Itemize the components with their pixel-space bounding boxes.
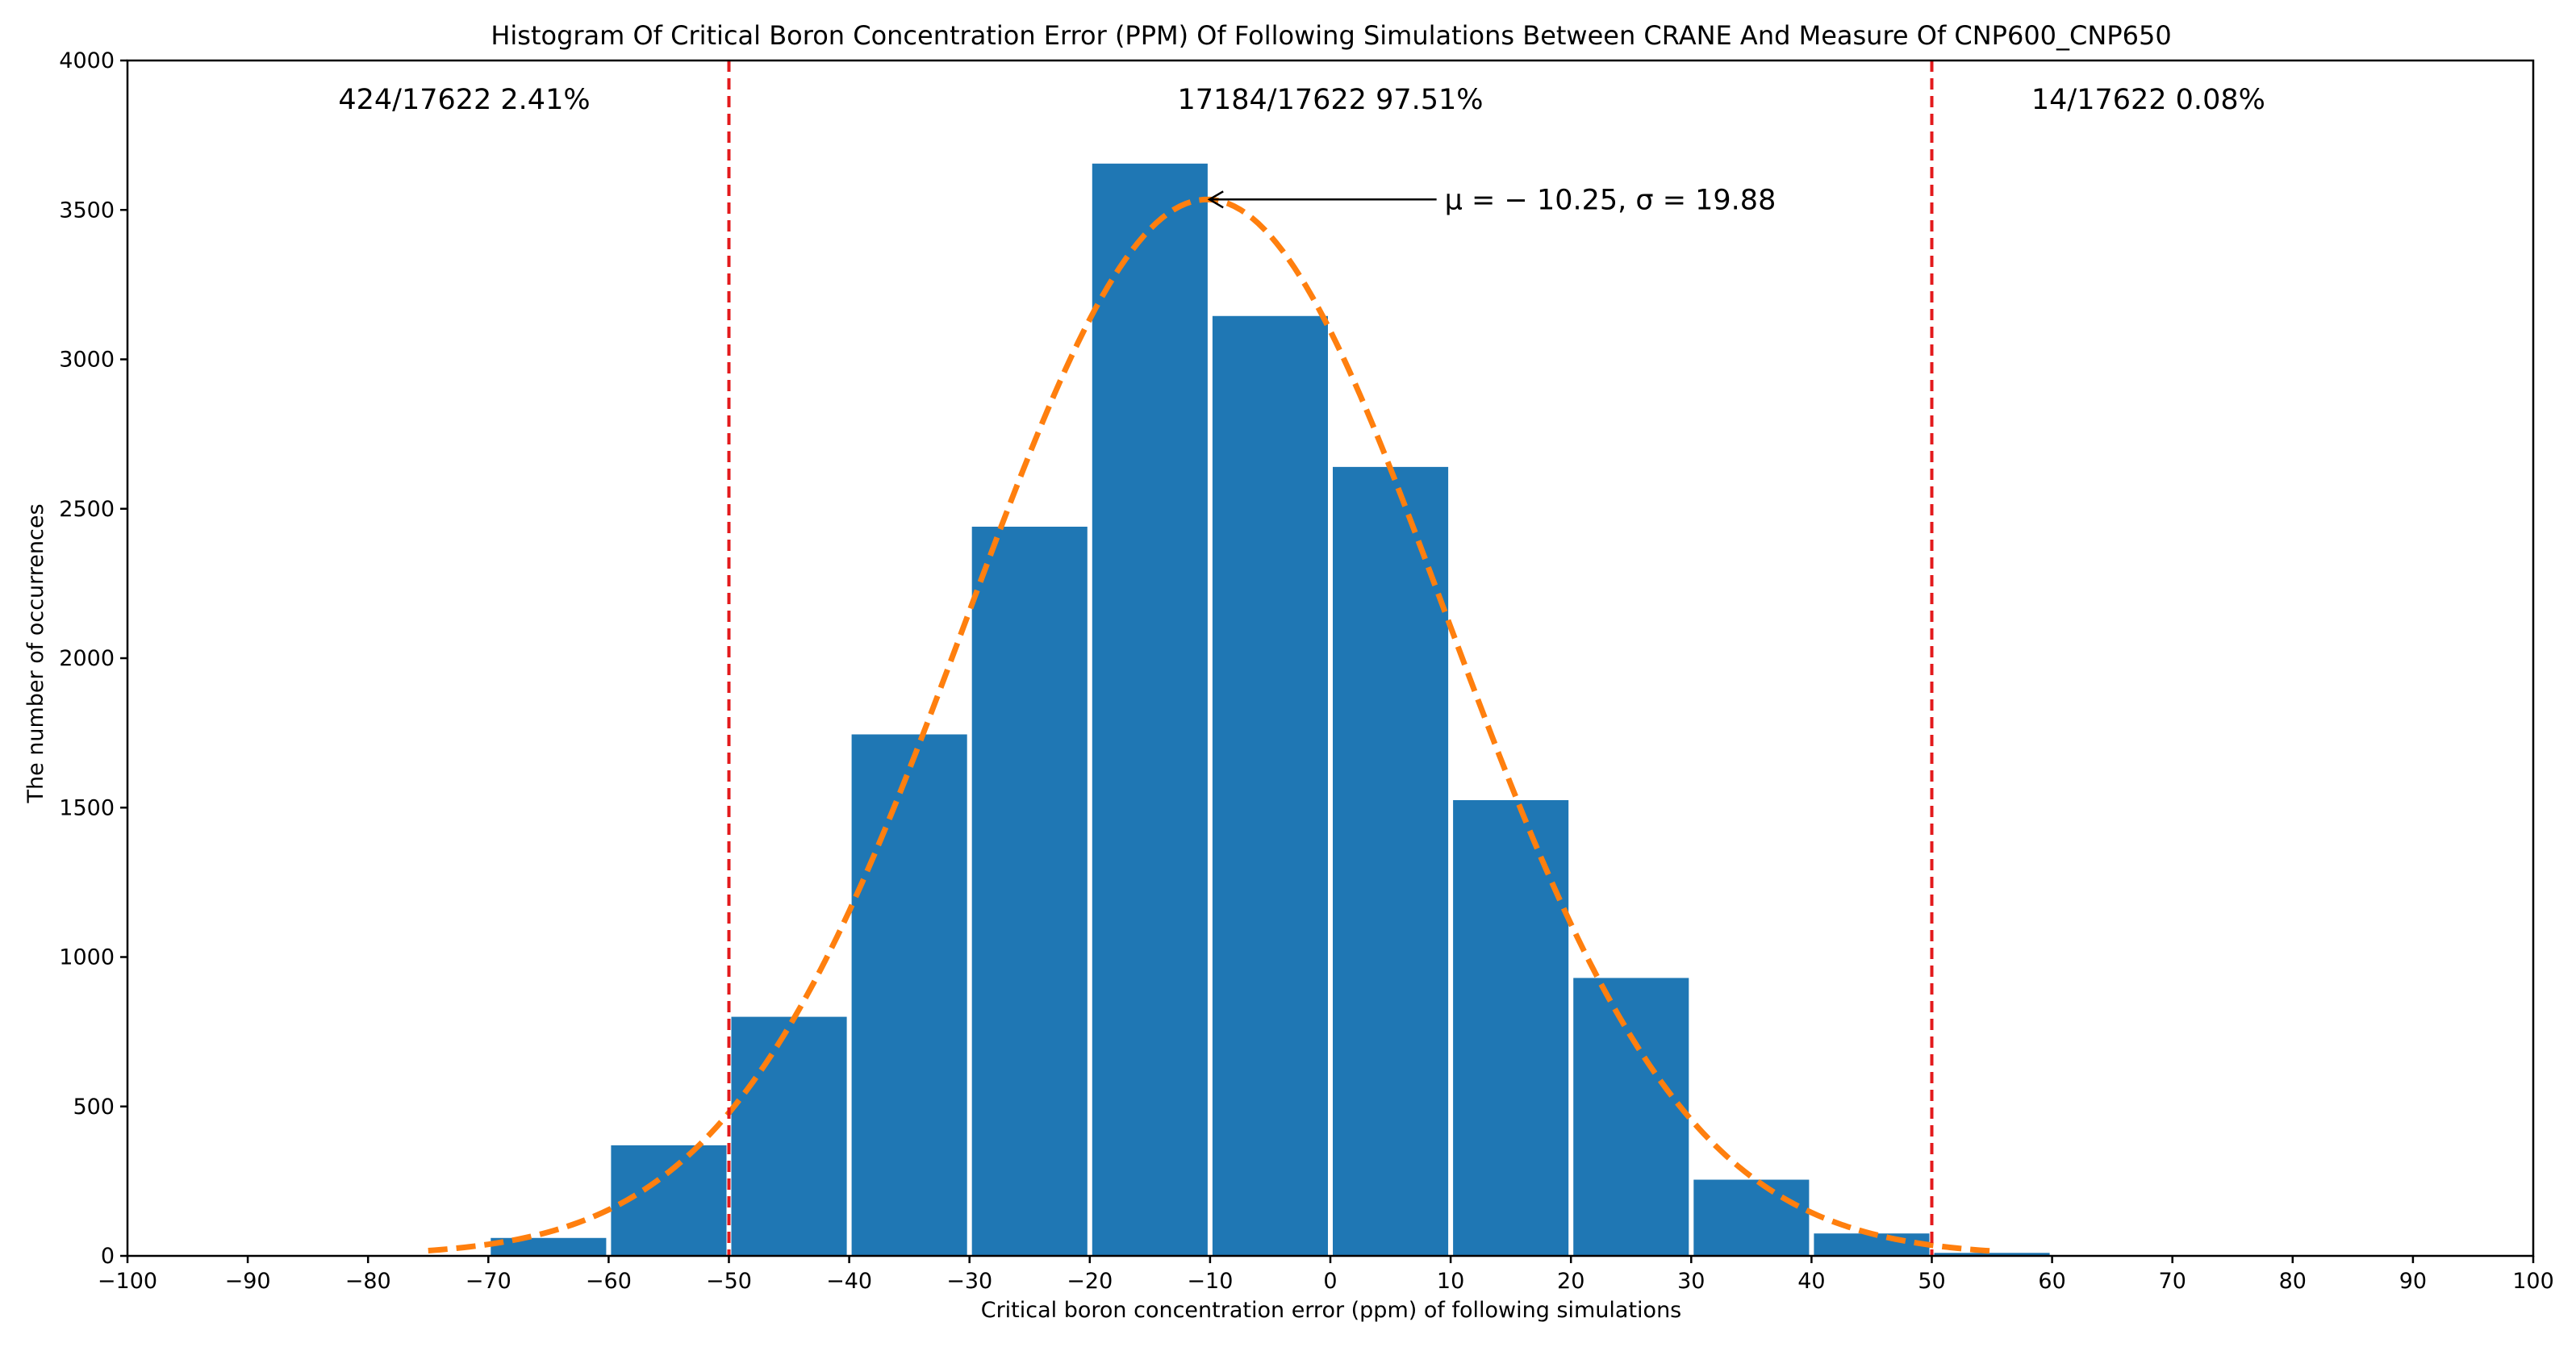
histogram-bars [491, 163, 2050, 1257]
y-axis-ticks: 0 500 1000 1500 2000 2500 3000 3500 4000 [59, 48, 127, 1269]
y-tick-label: 500 [73, 1095, 115, 1120]
histogram-bar [491, 1237, 607, 1256]
histogram-bar [731, 1016, 847, 1256]
x-axis-ticks: −100 −90 −80 −70 −60 −50 −40 −30 −20 −10 0 10 20 30 40… [98, 1256, 2554, 1294]
x-axis-label: Critical boron concentration error (ppm)… [981, 1298, 1682, 1323]
threshold-lines [727, 60, 1934, 1256]
x-tick-label: −70 [466, 1269, 511, 1294]
x-tick-label: −40 [826, 1269, 872, 1294]
x-tick-label: −10 [1187, 1269, 1233, 1294]
histogram-bar [1212, 315, 1328, 1257]
y-tick-label: 3000 [59, 348, 115, 373]
region-annotations: 424/17622 2.41% 17184/17622 97.51% 14/1762… [338, 84, 2265, 116]
x-tick-label: −20 [1067, 1269, 1113, 1294]
x-tick-label: 0 [1323, 1269, 1337, 1294]
x-tick-label: 70 [2159, 1269, 2186, 1294]
x-tick-label: −60 [586, 1269, 632, 1294]
x-tick-label: −90 [225, 1269, 271, 1294]
x-tick-label: −100 [98, 1269, 157, 1294]
histogram-bar [1333, 466, 1449, 1256]
x-tick-label: −50 [706, 1269, 752, 1294]
y-tick-label: 1500 [59, 795, 115, 820]
histogram-bar [1693, 1179, 1810, 1256]
x-tick-label: 30 [1677, 1269, 1705, 1294]
x-tick-label: 20 [1557, 1269, 1584, 1294]
histogram-bar [1453, 799, 1569, 1256]
histogram-bar [1092, 163, 1208, 1256]
histogram-bar [971, 526, 1088, 1256]
y-tick-label: 4000 [59, 48, 115, 73]
x-tick-label: 10 [1437, 1269, 1464, 1294]
histogram-bar [851, 734, 967, 1256]
y-tick-label: 2500 [59, 497, 115, 522]
x-tick-label: 60 [2038, 1269, 2065, 1294]
y-tick-label: 3500 [59, 198, 115, 223]
region-count-label: 14/17622 0.08% [2031, 84, 2265, 116]
y-axis-label: The number of occurrences [23, 503, 48, 803]
annotation-arrow-head [1207, 190, 1224, 209]
x-tick-label: 90 [2399, 1269, 2427, 1294]
y-tick-label: 2000 [59, 646, 115, 671]
x-tick-label: −30 [946, 1269, 992, 1294]
x-tick-label: 50 [1918, 1269, 1945, 1294]
annotation-fit-text: μ = − 10.25, σ = 19.88 [1445, 184, 1776, 216]
region-count-label: 424/17622 2.41% [338, 84, 590, 116]
chart-title: Histogram Of Critical Boron Concentratio… [491, 20, 2171, 51]
fit-parameter-annotation: μ = − 10.25, σ = 19.88 [1207, 184, 1776, 216]
x-tick-label: 40 [1797, 1269, 1825, 1294]
y-tick-label: 1000 [59, 945, 115, 970]
y-tick-label: 0 [101, 1244, 115, 1269]
x-tick-label: 80 [2279, 1269, 2307, 1294]
x-tick-label: −80 [345, 1269, 391, 1294]
region-count-label: 17184/17622 97.51% [1177, 84, 1483, 116]
histogram-bar [1814, 1233, 1930, 1256]
histogram-bar [1573, 978, 1689, 1256]
x-tick-label: 100 [2512, 1269, 2554, 1294]
histogram-bar [1934, 1253, 2050, 1256]
